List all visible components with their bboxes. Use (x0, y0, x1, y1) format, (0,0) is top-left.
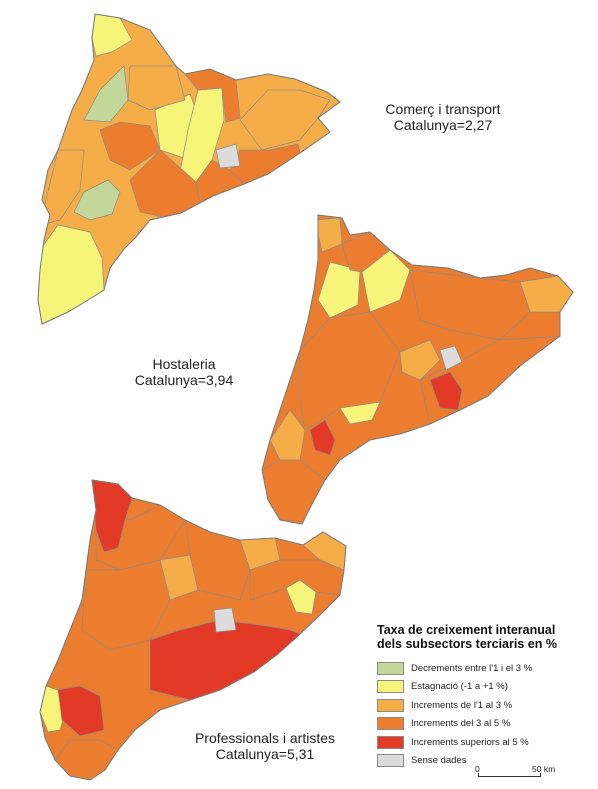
region-comerc-9 (127, 65, 186, 111)
legend: Taxa de creixement interanual dels subse… (377, 623, 592, 770)
legend-swatch-decrement (377, 661, 404, 675)
region-comerc-10 (239, 89, 331, 151)
region-hostaleria-5 (269, 409, 306, 461)
scale-start-label: 0 (475, 764, 480, 774)
legend-title: Taxa de creixement interanual dels subse… (377, 623, 592, 651)
map-label-hostaleria: Hostaleria Catalunya=3,94 (114, 356, 254, 388)
region-hostaleria-14 (309, 419, 336, 456)
scale-bar: 0 50 km (472, 764, 572, 784)
region-comerc-8 (39, 149, 85, 226)
legend-label-increment-3-5: Increments del 3 al 5 % (411, 718, 511, 730)
region-hostaleria-13 (429, 371, 463, 411)
legend-item-estagnacio: Estagnació (-1 a +1 %) (377, 678, 592, 697)
region-comerc-1 (83, 65, 129, 123)
region-professionals-13 (57, 685, 105, 737)
map-hostaleria (261, 214, 574, 525)
legend-item-sense-dades: Sense dades (377, 752, 592, 771)
legend-swatch-estagnacio (377, 680, 404, 694)
region-hostaleria-7 (399, 339, 441, 381)
scale-end-label: 50 km (532, 764, 556, 774)
region-hostaleria-15 (439, 345, 463, 371)
region-hostaleria-1 (317, 261, 361, 319)
map-label-comerc: Comerç i transport Catalunya=2,27 (368, 101, 518, 133)
map-title-professionals: Professionals i artistes (194, 730, 336, 746)
region-hostaleria-9 (409, 269, 531, 341)
legend-item-increment-superior-5: Increments superiors al 5 % (377, 733, 592, 752)
region-comerc-16 (215, 143, 241, 169)
border-comerc (37, 13, 341, 325)
region-professionals-9 (249, 559, 345, 601)
legend-item-decrement: Decrements entre l'1 i el 3 % (377, 659, 592, 678)
legend-title-line-1: Taxa de creixement interanual (377, 623, 556, 637)
map-label-professionals: Professionals i artistes Catalunya=5,31 (180, 730, 350, 762)
region-professionals-14 (213, 607, 237, 633)
border-professionals (39, 479, 347, 781)
region-comerc-15 (99, 121, 161, 171)
legend-label-increment-superior-5: Increments superiors al 5 % (411, 736, 529, 748)
legend-label-decrement: Decrements entre l'1 i el 3 % (411, 662, 533, 674)
region-comerc-3 (91, 14, 133, 57)
region-hostaleria-8 (341, 231, 391, 273)
legend-swatch-increment-1-3 (377, 698, 404, 712)
region-comerc-2 (73, 179, 121, 221)
legend-swatch-sense-dades (377, 754, 404, 768)
map-subtitle-comerc: Catalunya=2,27 (393, 117, 493, 133)
scale-bar-line (478, 773, 541, 777)
legend-item-increment-3-5: Increments del 3 al 5 % (377, 715, 592, 734)
map-title-hostaleria: Hostaleria (152, 356, 216, 372)
legend-label-sense-dades: Sense dades (411, 755, 467, 767)
border-hostaleria (261, 214, 574, 525)
map-comerc-i-transport (37, 13, 341, 325)
map-subtitle-professionals: Catalunya=5,31 (215, 746, 315, 762)
legend-title-line-2: dels subsectors terciaris en % (377, 637, 557, 651)
map-title-comerc: Comerç i transport (385, 101, 501, 117)
legend-label-estagnacio: Estagnació (-1 a +1 %) (411, 681, 508, 693)
legend-swatch-increment-3-5 (377, 717, 404, 731)
map-subtitle-hostaleria: Catalunya=3,94 (134, 372, 234, 388)
legend-label-increment-1-3: Increments de l'1 al 3 % (411, 699, 513, 711)
map-professionals-i-artistes (39, 479, 347, 781)
region-professionals-7 (81, 559, 171, 651)
region-comerc-13 (229, 143, 301, 185)
legend-item-increment-1-3: Increments de l'1 al 3 % (377, 696, 592, 715)
region-hostaleria-10 (299, 311, 401, 431)
legend-swatch-increment-superior-5 (377, 735, 404, 749)
